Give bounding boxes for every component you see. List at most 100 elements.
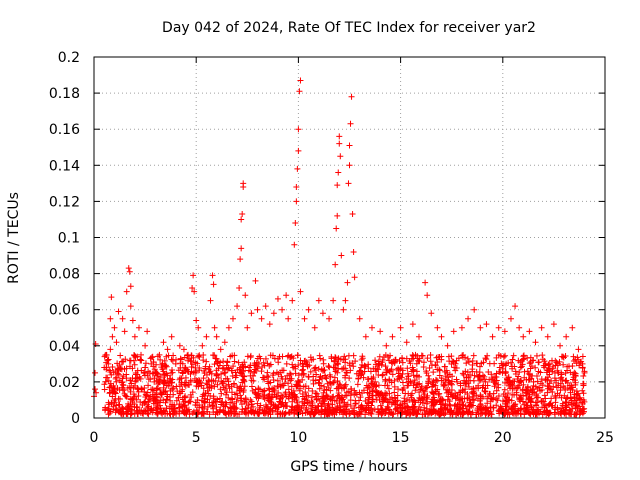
data-point (410, 321, 416, 327)
data-point (178, 356, 184, 362)
data-point (248, 353, 254, 359)
data-point (495, 385, 501, 391)
data-point (190, 410, 196, 416)
data-point (286, 386, 292, 392)
x-tick-label: 10 (289, 430, 307, 446)
data-point (339, 366, 345, 372)
data-point (404, 339, 410, 345)
data-point (471, 353, 477, 359)
data-point (422, 280, 428, 286)
data-point (465, 316, 471, 322)
data-point (124, 289, 130, 295)
data-point (170, 358, 176, 364)
data-point (92, 386, 98, 392)
data-point (190, 272, 196, 278)
y-tick-label: 0.1 (58, 231, 80, 247)
data-point (263, 303, 269, 309)
data-point (351, 249, 357, 255)
data-point (317, 353, 323, 359)
data-point (428, 310, 434, 316)
data-point (249, 383, 255, 389)
data-point (365, 384, 371, 390)
data-point (534, 373, 540, 379)
data-point (169, 367, 175, 373)
data-point (512, 303, 518, 309)
data-point (284, 361, 290, 367)
data-point (218, 391, 224, 397)
data-point (142, 365, 148, 371)
data-point (107, 316, 113, 322)
data-point (244, 325, 250, 331)
data-point (220, 358, 226, 364)
data-point (534, 353, 540, 359)
data-point (545, 334, 551, 340)
data-point (369, 325, 375, 331)
data-point (340, 307, 346, 313)
data-point (436, 392, 442, 398)
data-point (477, 325, 483, 331)
data-point (117, 352, 123, 358)
data-point (337, 153, 343, 159)
data-point (132, 334, 138, 340)
data-point (424, 292, 430, 298)
data-point (222, 339, 228, 345)
data-point (142, 343, 148, 349)
data-point (296, 88, 302, 94)
data-point (454, 365, 460, 371)
data-point (438, 334, 444, 340)
data-point (122, 328, 128, 334)
data-point (107, 346, 113, 352)
data-point (552, 399, 558, 405)
data-point (410, 352, 416, 358)
data-point (242, 292, 248, 298)
data-point (509, 356, 515, 362)
data-point (508, 316, 514, 322)
data-point (234, 303, 240, 309)
data-point (109, 334, 115, 340)
data-point (294, 166, 300, 172)
data-point (299, 367, 305, 373)
data-point (291, 242, 297, 248)
data-point (297, 77, 303, 83)
data-point (400, 380, 406, 386)
data-point (348, 121, 354, 127)
data-point (470, 394, 476, 400)
data-point (326, 316, 332, 322)
x-tick-label: 15 (392, 430, 410, 446)
data-point (330, 298, 336, 304)
data-point (345, 180, 351, 186)
data-point (108, 294, 114, 300)
data-point (428, 358, 434, 364)
data-point (491, 361, 497, 367)
data-point (238, 245, 244, 251)
data-point (357, 316, 363, 322)
data-point (255, 307, 261, 313)
data-point (249, 401, 255, 407)
data-point (237, 256, 243, 262)
x-tick-label: 25 (596, 430, 614, 446)
data-point (352, 274, 358, 280)
data-point (539, 325, 545, 331)
data-point (177, 343, 183, 349)
data-point (363, 334, 369, 340)
y-tick-label: 0.18 (49, 86, 80, 102)
data-point (526, 328, 532, 334)
data-point (502, 387, 508, 393)
data-point (316, 298, 322, 304)
data-point (127, 269, 133, 275)
data-point (267, 321, 273, 327)
data-point (306, 307, 312, 313)
data-point (477, 364, 483, 370)
data-point (208, 298, 214, 304)
data-point (539, 352, 545, 358)
data-point (516, 325, 522, 331)
x-tick-label: 20 (494, 430, 512, 446)
data-point (240, 180, 246, 186)
data-point (369, 411, 375, 417)
data-point (327, 388, 333, 394)
y-tick-label: 0.14 (49, 158, 80, 174)
data-point (239, 211, 245, 217)
data-point (295, 352, 301, 358)
y-tick-label: 0.06 (49, 303, 80, 319)
data-point (199, 343, 205, 349)
